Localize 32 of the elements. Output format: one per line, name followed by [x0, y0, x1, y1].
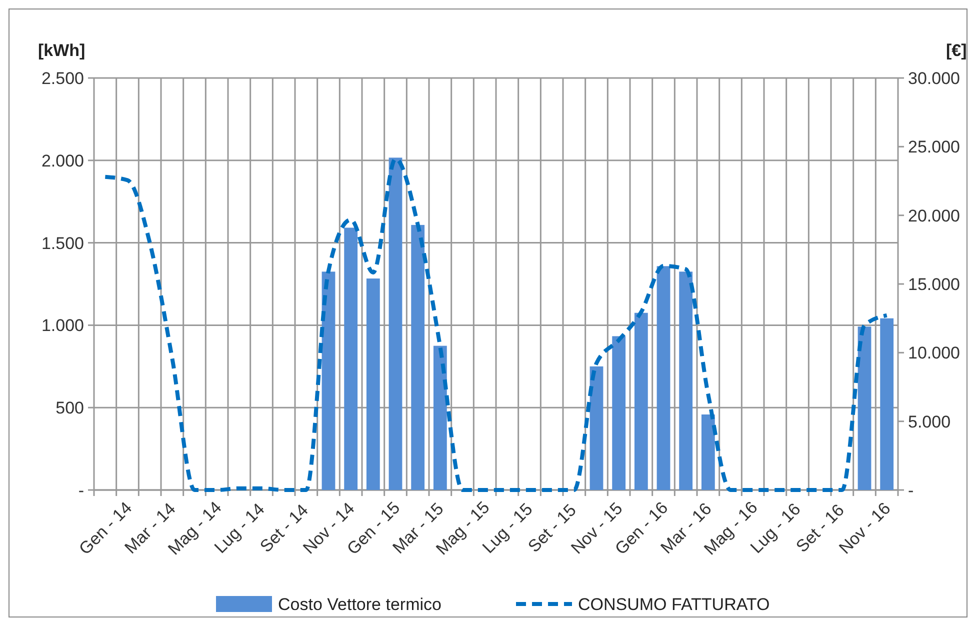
bar: [701, 414, 715, 490]
y-tick-label: -: [78, 480, 84, 500]
y2-tick-label: 30.000: [908, 68, 960, 88]
y-axis-title: [kWh]: [38, 41, 86, 60]
bar: [880, 318, 894, 490]
y2-tick-label: 10.000: [908, 344, 960, 363]
bar: [411, 224, 425, 490]
bar: [590, 366, 604, 490]
bar: [858, 326, 872, 490]
bar: [366, 278, 380, 490]
y2-tick-label: 5.000: [908, 412, 951, 432]
bar: [344, 228, 358, 490]
line-series: [103, 156, 889, 492]
y2-axis-title: [€]: [946, 41, 967, 60]
legend-label: Costo Vettore termico: [278, 594, 442, 614]
y2-tick-label: 20.000: [908, 206, 960, 226]
y-tick-label: 2.500: [41, 68, 84, 88]
y-tick-label: 2.000: [41, 151, 84, 170]
bar: [388, 158, 402, 490]
y-tick-label: 1.500: [41, 234, 84, 253]
bar: [433, 346, 447, 490]
bar: [656, 266, 670, 490]
y2-tick-label: -: [908, 480, 914, 500]
bar: [322, 272, 336, 490]
y-tick-label: 1.000: [41, 316, 84, 336]
bar: [612, 336, 626, 490]
y2-tick-label: 15.000: [908, 274, 960, 294]
y-tick-label: 500: [56, 398, 84, 418]
y2-tick-label: 25.000: [908, 138, 960, 157]
legend-label: CONSUMO FATTURATO: [578, 594, 770, 614]
bar: [679, 272, 693, 490]
bar: [634, 312, 648, 490]
